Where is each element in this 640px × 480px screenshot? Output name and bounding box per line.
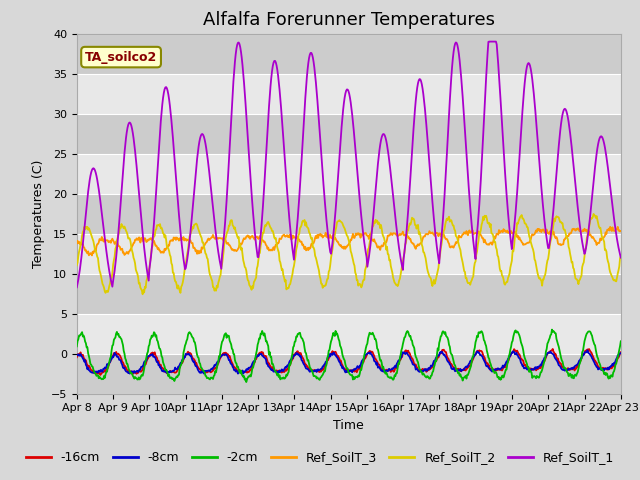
Bar [77,234,621,274]
Bar [77,114,621,154]
X-axis label: Time: Time [333,419,364,432]
Text: TA_soilco2: TA_soilco2 [85,50,157,63]
Title: Alfalfa Forerunner Temperatures: Alfalfa Forerunner Temperatures [203,11,495,29]
Bar [77,313,621,354]
Legend: -16cm, -8cm, -2cm, Ref_SoilT_3, Ref_SoilT_2, Ref_SoilT_1: -16cm, -8cm, -2cm, Ref_SoilT_3, Ref_Soil… [20,446,620,469]
Bar [77,274,621,313]
Bar [77,154,621,193]
Bar [77,193,621,234]
Bar [77,34,621,73]
Bar [77,73,621,114]
Y-axis label: Temperatures (C): Temperatures (C) [32,159,45,268]
Bar [77,354,621,394]
